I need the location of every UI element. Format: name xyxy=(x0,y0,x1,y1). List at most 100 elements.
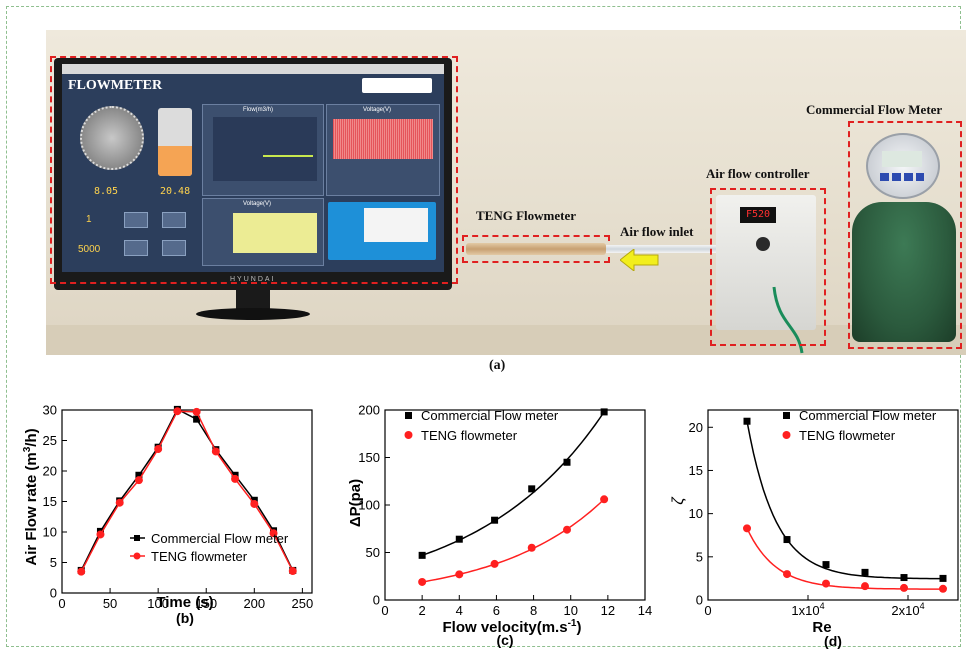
point-1-0-5 xyxy=(600,408,608,416)
control-button-3[interactable] xyxy=(124,240,148,256)
sampling-value: 5000 xyxy=(78,244,101,255)
y-tick-label-2-1: 5 xyxy=(696,549,703,564)
point-0-0-3 xyxy=(135,471,143,479)
label-commercial-flow-meter: Commercial Flow Meter xyxy=(806,102,943,117)
point-0-1-11 xyxy=(288,567,297,576)
chart-c-xlabel: Flow velocity(m.s-1) xyxy=(443,618,582,636)
label-teng-flowmeter: TENG Flowmeter xyxy=(476,208,577,223)
point-1-0-3 xyxy=(528,485,536,493)
control-button-1[interactable] xyxy=(124,212,148,228)
x-tick-label-1-5: 10 xyxy=(563,603,577,618)
point-1-1-5 xyxy=(600,495,609,504)
voltage-trace-bottom xyxy=(233,213,317,253)
chart-d-xlabel: Re xyxy=(812,619,831,636)
voltage-panel-bottom: Voltage(V) xyxy=(202,198,324,266)
point-2-1-3 xyxy=(861,582,869,591)
x-tick-label-2-1: 1x104 xyxy=(791,601,824,618)
monitor-brand: HYUNDAI xyxy=(230,276,276,283)
commercial-highlight-box xyxy=(848,121,962,349)
fit-curve-1-0 xyxy=(421,411,605,557)
y-tick-label-1-1: 50 xyxy=(366,545,380,560)
voltage-panel-bottom-title: Voltage(V) xyxy=(243,201,272,207)
point-1-1-0 xyxy=(418,577,427,586)
plot-frame-0 xyxy=(61,409,313,594)
x-tick-label-1-4: 8 xyxy=(530,603,537,618)
status-panel xyxy=(328,202,436,260)
commercial-flow-meter-display xyxy=(866,133,940,199)
series-line-0-0 xyxy=(80,408,294,571)
y-tick-label-0-6: 30 xyxy=(43,403,57,418)
y-tick-label-0-0: 0 xyxy=(50,586,57,601)
flow-trace xyxy=(263,155,313,157)
point-1-0-2 xyxy=(491,516,499,524)
point-1-1-3 xyxy=(527,543,536,552)
chart-c-ylabel: ΔP(pa) xyxy=(347,479,364,527)
x-tick-label-2-0: 0 xyxy=(704,603,711,618)
window-titlebar xyxy=(62,64,444,74)
point-1-1-1 xyxy=(455,570,464,579)
x-tick-label-1-3: 6 xyxy=(493,603,500,618)
point-0-1-9 xyxy=(250,499,259,508)
chart-d: 0 1x104 2x104 0 5 10 15 20 Commercial Flow mete… xyxy=(670,408,959,649)
y-tick-label-2-3: 15 xyxy=(689,463,703,478)
point-0-1-4 xyxy=(154,445,163,454)
point-2-0-4 xyxy=(900,574,908,582)
university-logo xyxy=(362,78,432,93)
control-button-2[interactable] xyxy=(162,212,186,228)
controller-display: F520 xyxy=(740,207,776,223)
point-1-1-4 xyxy=(563,525,571,534)
point-2-1-4 xyxy=(900,583,908,592)
y-tick-label-2-4: 20 xyxy=(689,420,703,435)
y-tick-label-2-2: 10 xyxy=(689,506,703,521)
point-0-0-6 xyxy=(193,415,201,423)
point-1-0-1 xyxy=(455,535,463,543)
point-1-1-2 xyxy=(490,559,499,568)
air-tube xyxy=(606,245,716,253)
sensitivity-value: 1 xyxy=(86,214,92,225)
control-button-4[interactable] xyxy=(162,240,186,256)
point-0-1-5 xyxy=(173,407,182,416)
y-tick-label-2-0: 0 xyxy=(696,593,703,608)
point-2-1-2 xyxy=(822,579,830,588)
x-tick-label-0-5: 250 xyxy=(292,596,314,611)
table-surface xyxy=(46,325,966,355)
flow-panel-title: Flow(m3/h) xyxy=(243,107,274,113)
x-tick-label-0-4: 200 xyxy=(243,596,265,611)
point-0-1-6 xyxy=(192,407,201,416)
status-chart xyxy=(364,208,428,242)
y-tick-label-0-2: 10 xyxy=(43,525,57,540)
point-0-1-10 xyxy=(269,529,278,538)
legend-b-commercial: Commercial Flow meter xyxy=(151,531,289,546)
point-0-1-2 xyxy=(115,498,124,507)
legend-c-commercial: Commercial Flow meter xyxy=(421,408,559,423)
x-tick-label-1-1: 2 xyxy=(419,603,426,618)
point-1-0-0 xyxy=(418,551,426,559)
x-tick-label-0-3: 150 xyxy=(195,596,217,611)
app-title: FLOWMETER xyxy=(68,78,163,93)
legend-d: Commercial Flow meter TENG flowmeter xyxy=(782,408,937,443)
point-2-0-0 xyxy=(743,417,751,425)
caption-a: (a) xyxy=(489,358,506,373)
gauge-dial xyxy=(80,106,144,170)
legend-c: Commercial Flow meter TENG flowmeter xyxy=(404,408,559,443)
voltage-trace-top xyxy=(333,119,433,159)
monitor-screen: FLOWMETER 8.05 20.48 Flow(m3/h) Voltage(… xyxy=(62,64,444,272)
fit-curve-2-0 xyxy=(746,421,944,580)
flow-panel: Flow(m3/h) xyxy=(202,104,324,196)
y-tick-label-1-0: 0 xyxy=(373,593,380,608)
y-tick-label-0-1: 5 xyxy=(50,555,57,570)
tank-indicator xyxy=(158,108,192,176)
y-tick-label-1-4: 200 xyxy=(358,403,380,418)
controller-knob xyxy=(756,237,770,251)
teng-highlight-box xyxy=(462,235,610,263)
label-air-flow-controller: Air flow controller xyxy=(706,166,810,181)
readout-flow-velocity: 8.05 xyxy=(94,186,119,197)
y-tick-label-1-3: 150 xyxy=(358,450,380,465)
air-flow-controller: F520 xyxy=(716,195,816,330)
experimental-setup-photo: FLOWMETER 8.05 20.48 Flow(m3/h) Voltage(… xyxy=(46,30,966,355)
teng-flowmeter-device xyxy=(466,243,606,255)
point-0-1-3 xyxy=(134,476,143,485)
plot-frame-2 xyxy=(707,409,959,601)
readout-flow-rate: 20.48 xyxy=(160,186,191,197)
x-tick-label-0-1: 50 xyxy=(103,596,117,611)
